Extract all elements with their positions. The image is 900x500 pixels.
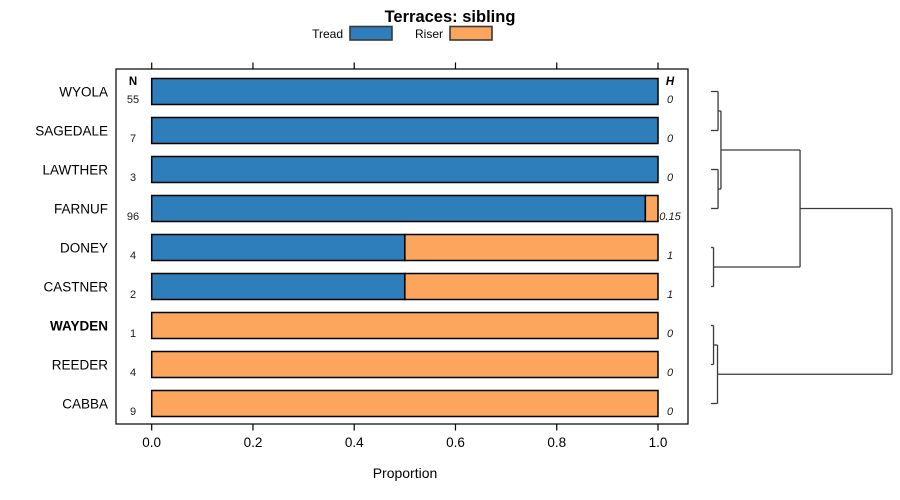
category-label: FARNUF: [54, 202, 108, 217]
bar-segment-tread: [150, 272, 406, 301]
category-label: DONEY: [60, 241, 108, 256]
h-value: 0: [667, 133, 674, 145]
category-label: CABBA: [62, 397, 108, 412]
bar-segment-tread: [150, 77, 659, 106]
h-column-header: H: [666, 76, 675, 88]
bar-segment-riser: [644, 194, 659, 223]
n-value: 2: [130, 289, 136, 301]
category-label: SAGEDALE: [35, 124, 108, 139]
dendrogram: [711, 90, 893, 405]
legend-label-tread: Tread: [312, 27, 343, 41]
h-value: 0: [667, 367, 674, 379]
chart-title: Terraces: sibling: [385, 8, 516, 26]
x-axis: 0.0 0.2 0.4 0.6 0.8 1.0: [142, 62, 668, 450]
h-value: 0: [667, 172, 674, 184]
n-value: 9: [130, 406, 136, 418]
category-label: REEDER: [52, 358, 109, 373]
bar-segment-riser: [150, 350, 659, 379]
bar-segment-tread: [150, 155, 659, 184]
bar-segment-riser: [404, 272, 659, 301]
n-value: 3: [130, 172, 136, 184]
x-tick-label: 1.0: [649, 435, 668, 450]
bars-layer: [150, 77, 659, 418]
category-label: CASTNER: [43, 280, 108, 295]
x-tick-label: 0.6: [446, 435, 465, 450]
n-value: 4: [130, 367, 136, 379]
h-value: 0.15: [659, 211, 681, 223]
plot-box: [115, 68, 689, 425]
n-column-header: N: [129, 76, 137, 88]
h-value: 0: [667, 406, 674, 418]
bar-segment-riser: [150, 311, 659, 340]
bar-segment-tread: [150, 116, 659, 145]
x-tick-label: 0.8: [547, 435, 566, 450]
legend-label-riser: Riser: [415, 27, 443, 41]
n-value: 96: [127, 211, 139, 223]
x-tick-label: 0.0: [142, 435, 161, 450]
x-axis-title: Proportion: [373, 465, 438, 481]
bar-segment-tread: [150, 194, 647, 223]
n-value: 1: [130, 328, 136, 340]
n-value: 7: [130, 133, 136, 145]
category-label: WYOLA: [59, 85, 108, 100]
legend: Tread Riser: [312, 25, 493, 41]
x-tick-label: 0.4: [345, 435, 364, 450]
x-tick-label: 0.2: [244, 435, 263, 450]
h-value: 0: [667, 94, 674, 106]
n-value: 4: [130, 250, 136, 262]
row-labels-layer: WYOLA 55 0 SAGEDALE 7 0 LAWTHER 3 0 FARNUF 96 0.15 D…: [35, 85, 681, 419]
n-value: 55: [127, 94, 139, 106]
h-value: 1: [667, 250, 673, 262]
h-value: 0: [667, 328, 674, 340]
legend-swatch-tread: [349, 25, 393, 41]
bar-segment-riser: [150, 389, 659, 418]
bar-segment-tread: [150, 233, 406, 262]
h-value: 1: [667, 289, 673, 301]
legend-swatch-riser: [449, 25, 493, 41]
category-label: LAWTHER: [42, 163, 108, 178]
bar-segment-riser: [404, 233, 659, 262]
category-label: WAYDEN: [50, 319, 108, 334]
